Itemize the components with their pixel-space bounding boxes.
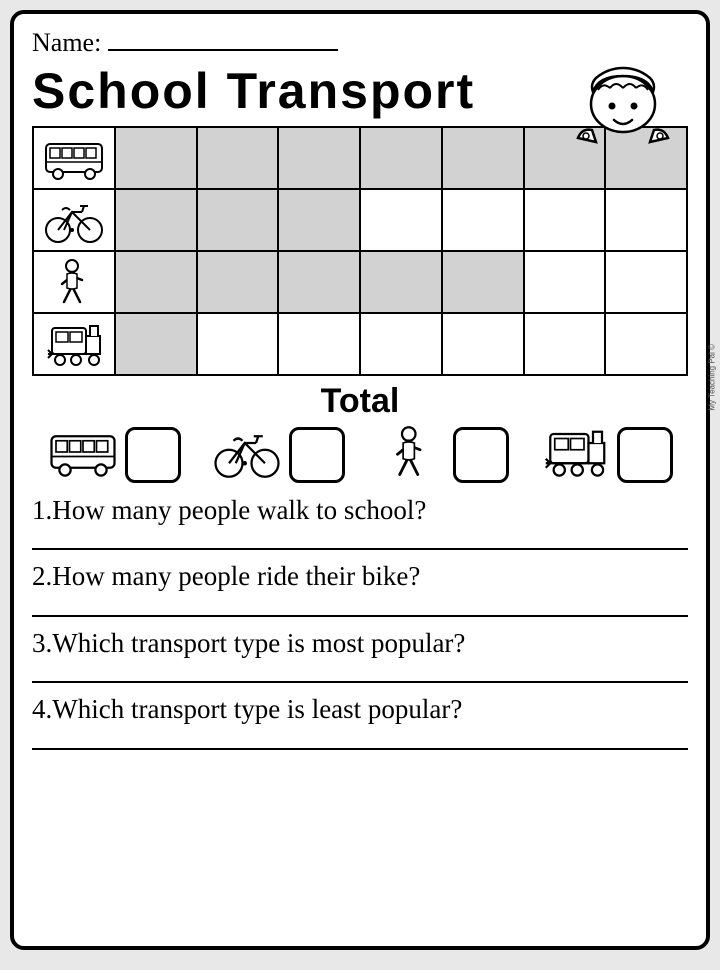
chart-cell	[278, 251, 360, 313]
chart-cell	[278, 127, 360, 189]
questions-section: 1.How many people walk to school? 2.How m…	[32, 494, 688, 750]
chart-cell	[442, 189, 524, 251]
chart-cell	[197, 127, 279, 189]
chart-cell	[197, 189, 279, 251]
answer-line-2[interactable]	[32, 595, 688, 617]
chart-cell	[115, 127, 197, 189]
total-item-train	[539, 425, 673, 484]
chart-cell	[360, 189, 442, 251]
total-item-walk	[375, 425, 509, 484]
chart-row-bike	[33, 189, 687, 251]
question-2: 2.How many people ride their bike?	[32, 560, 688, 592]
chart-cell	[524, 251, 606, 313]
bike-icon	[33, 189, 115, 251]
total-input-box[interactable]	[453, 427, 509, 483]
bike-icon	[211, 425, 283, 484]
total-label: Total	[32, 382, 688, 421]
worksheet-page: Name: School Transport Total 1.How many …	[10, 10, 710, 950]
bus-icon	[33, 127, 115, 189]
total-input-box[interactable]	[289, 427, 345, 483]
pictograph-chart	[32, 126, 688, 376]
chart-cell	[442, 127, 524, 189]
name-input-line[interactable]	[108, 33, 338, 51]
chart-cell	[197, 313, 279, 375]
train-icon	[539, 425, 611, 484]
bus-icon	[47, 425, 119, 484]
chart-cell	[197, 251, 279, 313]
chart-cell	[360, 313, 442, 375]
chart-cell	[278, 189, 360, 251]
total-item-bus	[47, 425, 181, 484]
chart-cell	[605, 313, 687, 375]
answer-line-1[interactable]	[32, 528, 688, 550]
question-4: 4.Which transport type is least popular?	[32, 693, 688, 725]
chart-cell	[524, 313, 606, 375]
chart-cell	[524, 189, 606, 251]
answer-line-4[interactable]	[32, 728, 688, 750]
chart-row-train	[33, 313, 687, 375]
chart-cell	[278, 313, 360, 375]
name-field-row: Name:	[32, 28, 688, 58]
chart-cell	[360, 251, 442, 313]
chart-cell	[605, 189, 687, 251]
name-label: Name:	[32, 28, 101, 57]
chart-cell	[442, 251, 524, 313]
chart-cell	[115, 313, 197, 375]
chart-cell	[115, 251, 197, 313]
train-icon	[33, 313, 115, 375]
chart-cell	[360, 127, 442, 189]
chart-row-walk	[33, 251, 687, 313]
chart-cell	[605, 251, 687, 313]
chart-cell	[442, 313, 524, 375]
walk-icon	[375, 425, 447, 484]
credit-text: My Teaching Pal ©	[708, 344, 717, 411]
answer-line-3[interactable]	[32, 661, 688, 683]
question-3: 3.Which transport type is most popular?	[32, 627, 688, 659]
kid-icon	[568, 66, 678, 146]
totals-row	[32, 425, 688, 484]
chart-cell	[115, 189, 197, 251]
total-input-box[interactable]	[617, 427, 673, 483]
total-input-box[interactable]	[125, 427, 181, 483]
walk-icon	[33, 251, 115, 313]
total-item-bike	[211, 425, 345, 484]
question-1: 1.How many people walk to school?	[32, 494, 688, 526]
